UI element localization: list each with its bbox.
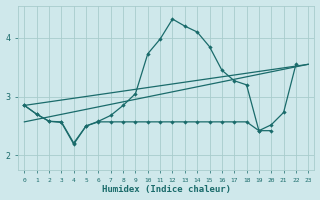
X-axis label: Humidex (Indice chaleur): Humidex (Indice chaleur) bbox=[102, 185, 231, 194]
